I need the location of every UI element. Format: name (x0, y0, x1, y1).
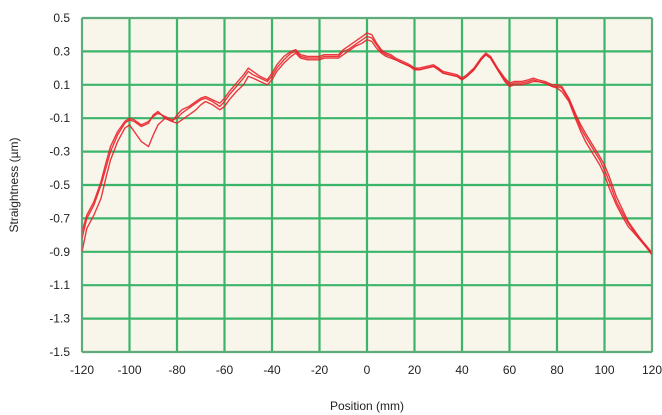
x-tick-label: -20 (311, 363, 329, 377)
x-axis-label: Position (mm) (330, 399, 404, 413)
y-tick-label: -1.3 (49, 312, 70, 326)
y-tick-label: -0.3 (49, 145, 70, 159)
x-tick-labels: -120 -100 -80 -60 -40 -20 0 20 40 60 80 100 120 (70, 363, 662, 377)
y-tick-label: -0.9 (49, 245, 70, 259)
x-tick-label: 120 (642, 363, 662, 377)
x-tick-label: -120 (70, 363, 94, 377)
x-tick-label: 100 (594, 363, 614, 377)
x-tick-label: -80 (168, 363, 186, 377)
y-tick-labels: 0.5 0.3 0.1 -0.1 -0.3 -0.5 -0.7 -0.9 -1.1 -1.3 -1.… (49, 11, 70, 359)
y-tick-label: -0.7 (49, 211, 70, 225)
y-tick-label: 0.5 (53, 11, 70, 25)
x-tick-label: 0 (364, 363, 371, 377)
y-tick-label: 0.3 (53, 44, 70, 58)
y-tick-label: -1.5 (49, 345, 70, 359)
series-line-1 (81, 32, 653, 256)
y-tick-label: -1.1 (49, 278, 70, 292)
x-tick-label: 20 (408, 363, 422, 377)
grid-lines (80, 16, 654, 354)
x-tick-label: 60 (503, 363, 517, 377)
x-tick-label: 80 (550, 363, 564, 377)
plot-frame (81, 17, 653, 353)
y-tick-label: -0.1 (49, 111, 70, 125)
x-tick-label: 40 (455, 363, 469, 377)
y-tick-label: 0.1 (53, 78, 70, 92)
y-axis-label: Straightness (µm) (7, 138, 21, 233)
y-tick-label: -0.5 (49, 178, 70, 192)
series-layer (81, 32, 653, 256)
series-line-2 (81, 39, 653, 253)
series-line-3 (81, 35, 653, 254)
x-tick-label: -100 (117, 363, 141, 377)
x-tick-label: -60 (216, 363, 234, 377)
x-tick-label: -40 (263, 363, 281, 377)
